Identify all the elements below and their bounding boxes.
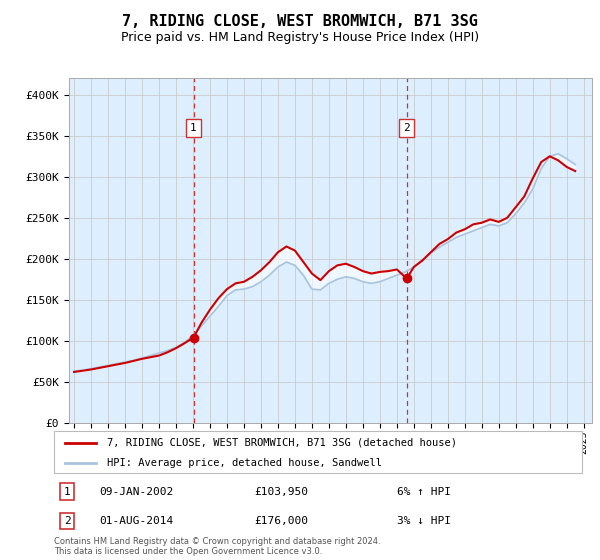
Text: This data is licensed under the Open Government Licence v3.0.: This data is licensed under the Open Gov… (54, 548, 322, 557)
Text: Price paid vs. HM Land Registry's House Price Index (HPI): Price paid vs. HM Land Registry's House … (121, 31, 479, 44)
FancyBboxPatch shape (54, 431, 582, 473)
Text: 1: 1 (190, 123, 197, 133)
Text: 3% ↓ HPI: 3% ↓ HPI (397, 516, 451, 526)
Text: 7, RIDING CLOSE, WEST BROMWICH, B71 3SG: 7, RIDING CLOSE, WEST BROMWICH, B71 3SG (122, 14, 478, 29)
Text: 2: 2 (64, 516, 71, 526)
Text: £103,950: £103,950 (254, 487, 308, 497)
Text: Contains HM Land Registry data © Crown copyright and database right 2024.: Contains HM Land Registry data © Crown c… (54, 538, 380, 547)
Text: 7, RIDING CLOSE, WEST BROMWICH, B71 3SG (detached house): 7, RIDING CLOSE, WEST BROMWICH, B71 3SG … (107, 438, 457, 448)
Text: 09-JAN-2002: 09-JAN-2002 (99, 487, 173, 497)
Text: 2: 2 (403, 123, 410, 133)
Text: £176,000: £176,000 (254, 516, 308, 526)
Text: 1: 1 (64, 487, 71, 497)
Text: 6% ↑ HPI: 6% ↑ HPI (397, 487, 451, 497)
Text: 01-AUG-2014: 01-AUG-2014 (99, 516, 173, 526)
Text: HPI: Average price, detached house, Sandwell: HPI: Average price, detached house, Sand… (107, 458, 382, 468)
